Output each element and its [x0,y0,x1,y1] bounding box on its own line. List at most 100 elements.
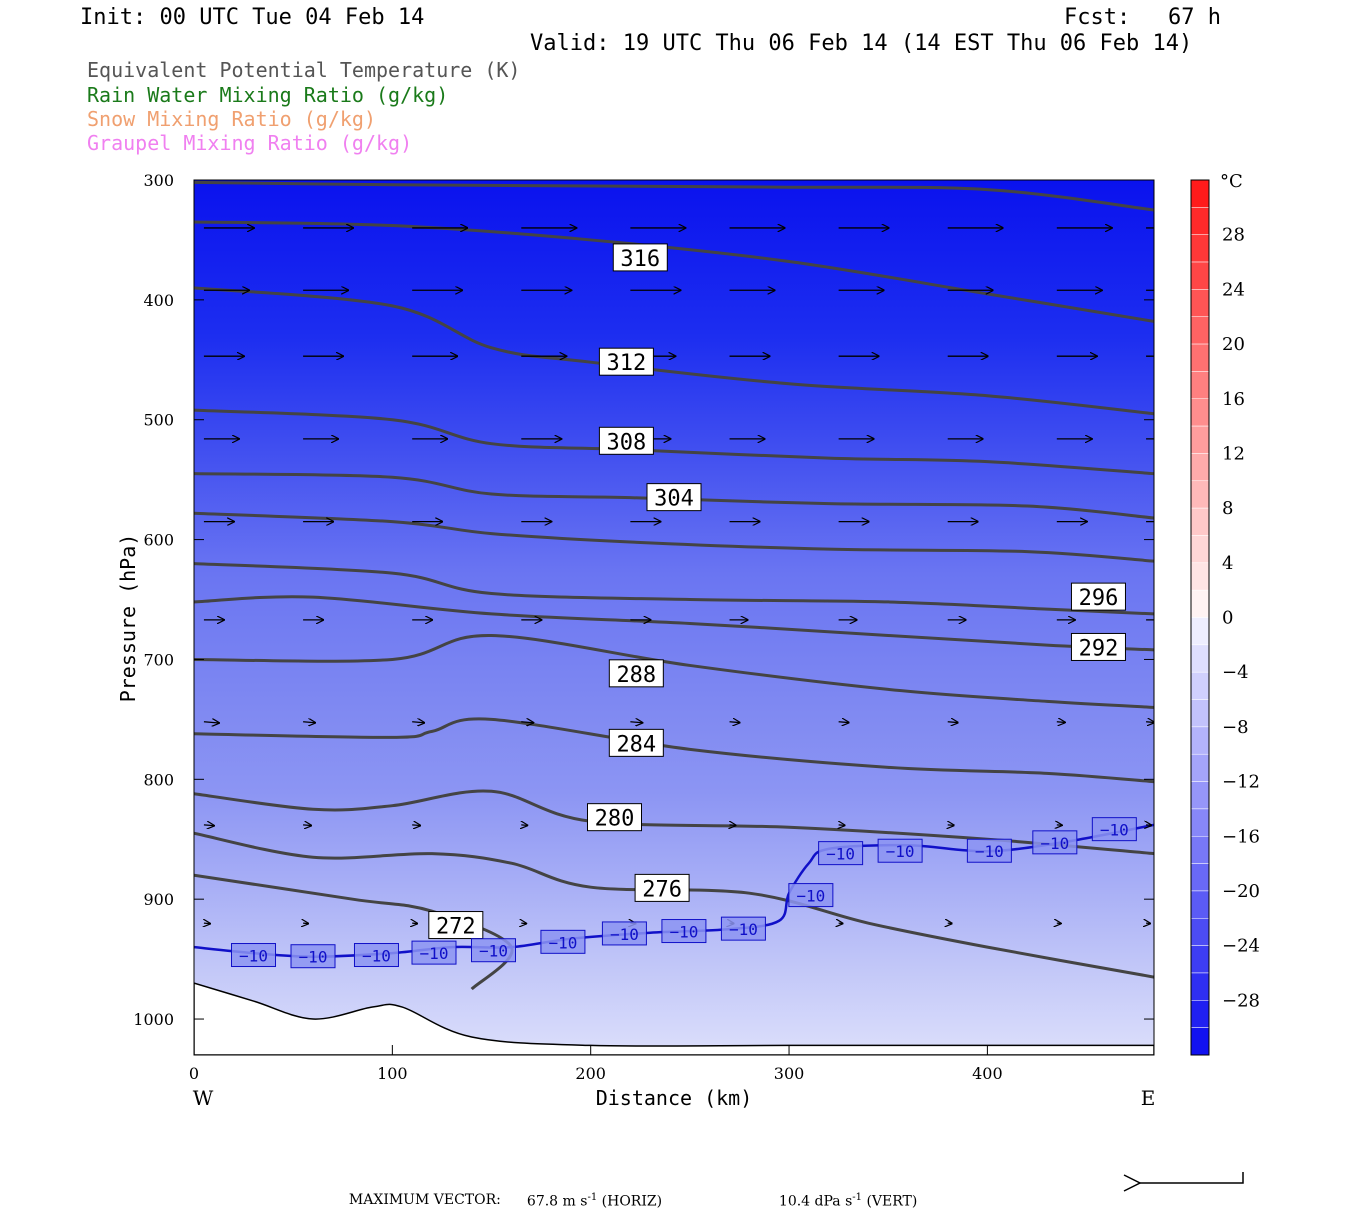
x-tick-label: 0 [189,1064,199,1083]
colorbar-segment [1191,426,1209,453]
isotherm-label-text: −10 [729,920,758,939]
west-end-label: W [193,1086,214,1110]
theta-e-label: 280 [587,804,641,832]
isotherm-label-text: −10 [1040,834,1069,853]
colorbar-segment [1191,235,1209,262]
theta-e-label: 292 [1071,633,1125,661]
colorbar-segment [1191,344,1209,371]
colorbar-segment [1191,317,1209,344]
colorbar-segment [1191,836,1209,863]
colorbar-tick-label: −28 [1222,990,1260,1011]
wind-vector [204,825,214,826]
isotherm-label: −10 [1092,818,1136,841]
max-vector-title: MAXIMUM VECTOR: [349,1192,501,1208]
colorbar-segment [1191,672,1209,699]
colorbar-segment [1191,1000,1209,1027]
colorbar-tick-label: 0 [1222,608,1233,629]
isotherm-label: −10 [541,930,585,953]
isotherm-label-text: −10 [1100,821,1129,840]
isotherm-label: −10 [878,839,922,862]
wind-vector [1057,722,1065,723]
vert-exponent: -1 [852,1192,862,1203]
colorbar-segment [1191,1028,1209,1055]
max-vertical-vector: 10.4 dPa s-1 (VERT) [770,1176,917,1210]
isotherm-label: −10 [412,941,456,964]
colorbar-segment [1191,918,1209,945]
theta-e-label: 316 [613,244,667,272]
colorbar-segment [1191,535,1209,562]
horiz-exponent: -1 [587,1192,597,1203]
isotherm-label-text: −10 [479,942,508,961]
theta-e-label: 284 [609,729,663,757]
theta-e-label-text: 288 [616,663,656,688]
colorbar-segment [1191,973,1209,1000]
colorbar-tick-label: 12 [1222,443,1245,464]
colorbar-segment [1191,590,1209,617]
colorbar-segment [1191,700,1209,727]
max-horizontal-vector: 67.8 m s-1 (HORIZ) [518,1176,662,1210]
y-tick-label: 600 [143,531,174,550]
colorbar-tick-label: −12 [1222,772,1260,793]
wind-vector [839,722,849,723]
max-vector-arrow [1140,1172,1243,1183]
y-tick-label: 400 [143,291,174,310]
colorbar-tick-label: 28 [1222,225,1245,246]
theta-e-label: 288 [609,660,663,688]
isotherm-label-text: −10 [886,842,915,861]
colorbar-segment [1191,782,1209,809]
isotherm-label-text: −10 [420,944,449,963]
x-axis-label: Distance (km) [596,1086,753,1110]
x-tick-label: 400 [972,1064,1003,1083]
wind-vector [730,722,740,723]
isotherm-label: −10 [602,922,646,945]
isotherm-label-text: −10 [239,947,268,966]
wind-vector [948,722,958,723]
colorbar-tick-label: −8 [1222,717,1249,738]
colorbar-tick-label: 24 [1222,279,1245,300]
colorbar-tick-label: 20 [1222,334,1245,355]
isotherm-label: −10 [291,945,335,968]
colorbar-segment [1191,453,1209,480]
isotherm-label-text: −10 [610,925,639,944]
theta-e-label: 276 [635,874,689,902]
isotherm-label: −10 [789,884,833,907]
isotherm-label: −10 [354,944,398,967]
wind-vector [412,825,420,826]
y-axis-label: Pressure (hPa) [116,534,140,703]
theta-e-label-text: 316 [620,247,660,272]
colorbar-tick-label: −4 [1222,662,1249,683]
isotherm-label: −10 [662,920,706,943]
y-tick-label: 1000 [133,1010,174,1029]
colorbar-segment [1191,180,1209,207]
colorbar-segment [1191,946,1209,973]
theta-e-label-text: 304 [654,487,694,512]
colorbar-segment [1191,563,1209,590]
vert-value: 10.4 dPa s [779,1194,852,1210]
colorbar-units: °C [1220,171,1243,192]
theta-e-label-text: 284 [616,732,656,757]
y-tick-label: 500 [143,411,174,430]
isotherm-label: −10 [1033,831,1077,854]
theta-e-label-text: 296 [1079,586,1119,611]
theta-e-label: 304 [647,484,701,512]
isotherm-label: −10 [232,944,276,967]
colorbar-segment [1191,262,1209,289]
theta-e-label-text: 308 [607,430,647,455]
colorbar-segment [1191,864,1209,891]
isotherm-label-text: −10 [826,845,855,864]
wind-vector [1146,722,1154,723]
colorbar-segment [1191,754,1209,781]
y-tick-label: 300 [143,171,174,190]
isotherm-label-text: −10 [975,842,1004,861]
vert-unit: (VERT) [866,1194,917,1210]
max-vector-label: MAXIMUM VECTOR: [340,1176,501,1208]
theta-e-label-text: 280 [595,807,635,832]
colorbar-segment [1191,727,1209,754]
isotherm-label-text: −10 [669,923,698,942]
colorbar-segment [1191,508,1209,535]
colorbar-segment [1191,481,1209,508]
colorbar-segment [1191,371,1209,398]
colorbar-tick-label: −16 [1222,826,1260,847]
